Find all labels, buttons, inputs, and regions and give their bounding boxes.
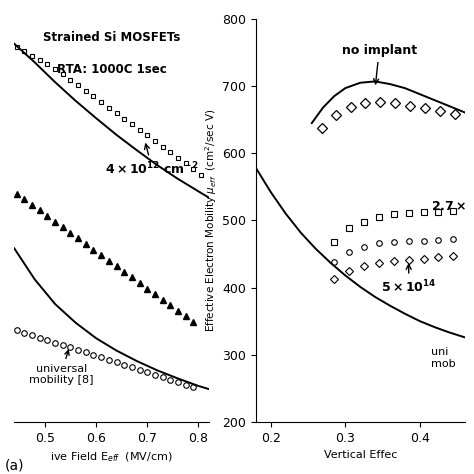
X-axis label: ive Field E$_{eff}$  (MV/cm): ive Field E$_{eff}$ (MV/cm) [50,450,173,464]
Text: (a): (a) [5,458,24,472]
Y-axis label: Effective Electron Mobility $\mu_{eff}$  (cm$^2$/sec V): Effective Electron Mobility $\mu_{eff}$ … [204,109,219,332]
Text: $\mathbf{2.7\times10}$: $\mathbf{2.7\times10}$ [431,200,474,213]
Text: $\mathbf{4\times10^{12}}$ $\mathbf{cm^{-2}}$: $\mathbf{4\times10^{12}}$ $\mathbf{cm^{-… [105,144,199,177]
Text: universal
mobility [8]: universal mobility [8] [29,350,93,385]
Text: $\mathbf{5\times10^{14}}$: $\mathbf{5\times10^{14}}$ [381,264,437,295]
Text: no implant: no implant [342,44,417,84]
Text: Strained Si MOSFETs: Strained Si MOSFETs [43,31,180,44]
Text: RTA: 1000C 1sec: RTA: 1000C 1sec [56,64,166,76]
X-axis label: Vertical Effec: Vertical Effec [324,450,397,460]
Text: uni
mob: uni mob [431,347,456,369]
